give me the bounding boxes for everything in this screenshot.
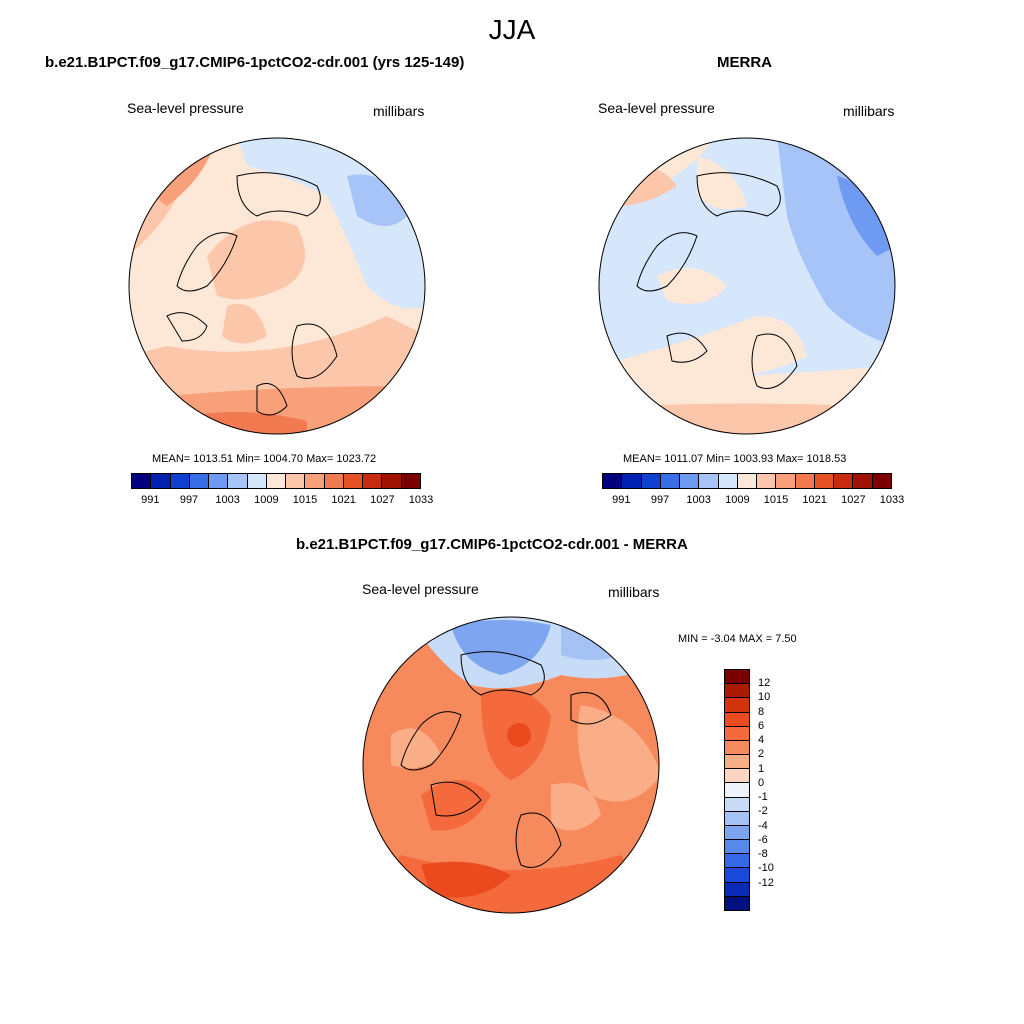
diff-colorbar-cell: [725, 840, 749, 855]
diff-colorbar-cell: [725, 740, 749, 756]
obs-units-label: millibars: [843, 103, 895, 119]
obs-colorbar-cell: [776, 474, 796, 488]
model-colorbar-cell: [189, 474, 210, 488]
diff-colorbar-tick-label: -12: [758, 876, 774, 889]
model-colorbar-cell: [247, 474, 267, 488]
model-colorbar-cell: [305, 474, 325, 488]
model-colorbar-cell: [382, 474, 402, 488]
diff-colorbar-cell: [725, 783, 749, 798]
obs-colorbar-cell: [718, 474, 738, 488]
diff-colorbar-tick-label: -10: [758, 862, 774, 875]
model-colorbar-cell: [209, 474, 229, 488]
model-colorbar: [131, 473, 421, 489]
model-colorbar-tick-label: 1009: [254, 494, 279, 506]
model-colorbar-cell: [286, 474, 306, 488]
model-variable-label: Sea-level pressure: [127, 100, 244, 116]
model-units-label: millibars: [373, 103, 425, 119]
diff-colorbar-tick-label: -8: [758, 848, 768, 861]
diff-colorbar-tick-label: 0: [758, 776, 765, 789]
model-colorbar-cell: [266, 474, 287, 488]
obs-colorbar-tick-label: 991: [612, 494, 631, 506]
obs-stats: MEAN= 1011.07 Min= 1003.93 Max= 1018.53: [623, 453, 847, 465]
obs-colorbar-tick-label: 1027: [841, 494, 866, 506]
diff-colorbar-cell: [725, 726, 749, 741]
obs-colorbar: [602, 473, 892, 489]
model-colorbar-cell: [401, 474, 420, 488]
diff-colorbar-tick-label: -2: [758, 805, 768, 818]
diff-colorbar-tick-label: 10: [758, 691, 771, 704]
diff-colorbar-tick-label: 8: [758, 705, 765, 718]
obs-panel-title: MERRA: [717, 54, 772, 71]
diff-colorbar-tick-label: 6: [758, 719, 765, 732]
obs-colorbar-cell: [680, 474, 700, 488]
obs-colorbar-tick-label: 1003: [686, 494, 711, 506]
diff-colorbar-tick-label: 4: [758, 734, 765, 747]
obs-colorbar-cell: [795, 474, 815, 488]
obs-colorbar-tick-label: 997: [650, 494, 670, 506]
diff-colorbar-cell: [725, 670, 749, 685]
obs-colorbar-tick-label: 1009: [725, 494, 750, 506]
diff-variable-label: Sea-level pressure: [362, 581, 479, 597]
diff-colorbar-cell: [725, 712, 749, 727]
diff-colorbar-tick-label: 2: [758, 748, 765, 761]
model-colorbar-cell: [132, 474, 152, 488]
diff-stats: MIN = -3.04 MAX = 7.50: [678, 633, 797, 645]
model-colorbar-tick-label: 1015: [292, 494, 318, 506]
diff-colorbar-tick-label: -4: [758, 819, 768, 832]
obs-colorbar-tick-label: 1033: [879, 494, 905, 506]
obs-colorbar-cell: [699, 474, 719, 488]
model-colorbar-cell: [151, 474, 171, 488]
obs-colorbar-cell: [757, 474, 777, 488]
model-colorbar-cell: [324, 474, 344, 488]
model-colorbar-cell: [363, 474, 383, 488]
diff-colorbar-cell: [725, 868, 749, 883]
obs-colorbar-cell: [872, 474, 891, 488]
obs-colorbar-tick-label: 1021: [802, 494, 827, 506]
diff-colorbar: [724, 669, 750, 911]
obs-polar-map: [598, 137, 896, 435]
diff-colorbar-tick-label: -1: [758, 791, 768, 804]
model-colorbar-tick-label: 997: [179, 494, 199, 506]
diff-colorbar-cell: [725, 854, 749, 869]
model-polar-map: [128, 137, 426, 435]
obs-colorbar-cell: [834, 474, 854, 488]
model-colorbar-tick-label: 1021: [331, 494, 356, 506]
model-colorbar-tick-label: 1027: [370, 494, 395, 506]
obs-variable-label: Sea-level pressure: [598, 100, 715, 116]
obs-colorbar-cell: [622, 474, 642, 488]
model-colorbar-cell: [170, 474, 190, 488]
diff-colorbar-cell: [725, 882, 749, 897]
diff-polar-map: [362, 616, 660, 914]
model-stats: MEAN= 1013.51 Min= 1004.70 Max= 1023.72: [152, 453, 377, 465]
season-title: JJA: [488, 14, 536, 45]
obs-colorbar-cell: [814, 474, 835, 488]
diff-colorbar-cell: [725, 684, 749, 699]
diff-colorbar-tick-label: 12: [758, 677, 771, 690]
model-colorbar-tick-label: 1003: [215, 494, 240, 506]
model-colorbar-cell: [228, 474, 248, 488]
diff-panel-title: b.e21.B1PCT.f09_g17.CMIP6-1pctCO2-cdr.00…: [296, 536, 688, 553]
obs-colorbar-cell: [737, 474, 758, 488]
diff-colorbar-cell: [725, 811, 749, 826]
diff-colorbar-tick-label: 1: [758, 762, 765, 775]
diff-colorbar-cell: [725, 698, 749, 713]
diff-colorbar-cell: [725, 896, 749, 910]
obs-colorbar-cell: [853, 474, 873, 488]
diff-units-label: millibars: [608, 584, 660, 600]
diff-colorbar-cell: [725, 825, 749, 841]
diff-colorbar-cell: [725, 769, 749, 784]
obs-colorbar-cell: [603, 474, 623, 488]
obs-colorbar-tick-label: 1015: [763, 494, 789, 506]
model-panel-title: b.e21.B1PCT.f09_g17.CMIP6-1pctCO2-cdr.00…: [45, 54, 465, 71]
model-colorbar-cell: [343, 474, 364, 488]
model-colorbar-tick-label: 991: [141, 494, 160, 506]
model-colorbar-tick-label: 1033: [408, 494, 434, 506]
obs-colorbar-cell: [641, 474, 661, 488]
diff-colorbar-cell: [725, 755, 749, 770]
diff-colorbar-cell: [725, 797, 749, 812]
obs-colorbar-cell: [660, 474, 681, 488]
diff-colorbar-tick-label: -6: [758, 833, 768, 846]
